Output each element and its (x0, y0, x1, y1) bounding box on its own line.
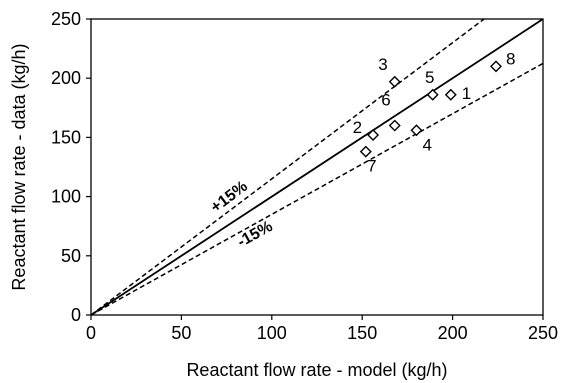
x-tick-label: 250 (528, 323, 558, 343)
x-tick-label: 200 (438, 323, 468, 343)
data-point-marker (388, 75, 401, 88)
y-tick-label: 100 (51, 187, 81, 207)
reference-lines: +15%-15% (90, 18, 544, 316)
data-point-label: 8 (506, 49, 515, 68)
x-tick-label: 100 (257, 323, 287, 343)
data-point-label: 4 (422, 135, 431, 154)
data-point-label: 6 (381, 91, 390, 110)
reference-line-parity (90, 18, 544, 316)
data-point-label: 7 (367, 157, 376, 176)
data-point-marker (490, 60, 502, 73)
plot-frame (90, 18, 544, 316)
x-tick-label: 0 (86, 323, 96, 343)
x-axis-title: Reactant flow rate - model (kg/h) (186, 360, 447, 380)
y-tick-label: 0 (71, 305, 81, 325)
data-point-label: 5 (425, 68, 434, 87)
data-point-label: 1 (462, 84, 471, 103)
band-label-upper: +15% (208, 178, 251, 216)
data-point-label: 3 (378, 55, 387, 74)
data-point-marker (426, 88, 439, 101)
reference-line-upper (90, 18, 485, 316)
y-tick-label: 150 (51, 127, 81, 147)
y-tick-label: 50 (61, 246, 81, 266)
y-tick-label: 250 (51, 9, 81, 29)
data-point-label: 2 (353, 118, 362, 137)
data-point-marker (359, 145, 372, 158)
y-axis-title: Reactant flow rate - data (kg/h) (9, 43, 29, 290)
data-points: 1 2 3 4 5 6 7 8 (353, 49, 516, 175)
axis-ticks: 0 50 100 150 200 250 0 50 100 150 200 250 (51, 9, 558, 343)
reference-line-lower (90, 62, 544, 316)
data-point-marker (388, 119, 401, 132)
data-point-marker (367, 129, 380, 142)
data-point-marker (444, 88, 457, 101)
x-tick-label: 150 (347, 323, 377, 343)
x-tick-label: 50 (171, 323, 191, 343)
data-point-marker (410, 124, 423, 137)
y-tick-label: 200 (51, 68, 81, 88)
